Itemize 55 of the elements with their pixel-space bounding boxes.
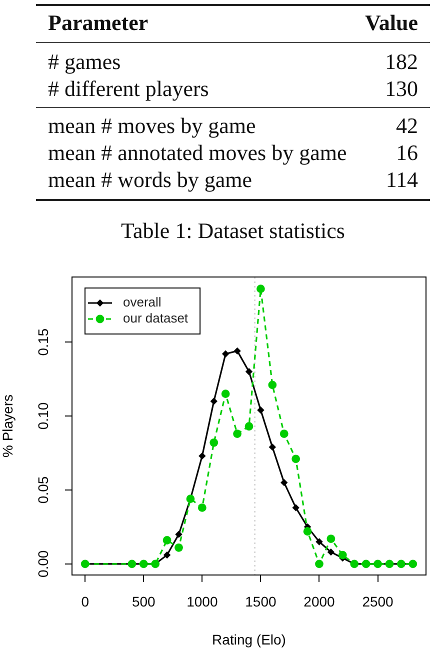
- category-label: # games: [48, 48, 121, 75]
- x-tick-label: 2000: [304, 593, 336, 610]
- point: [175, 530, 182, 538]
- point: [245, 368, 253, 376]
- data-label: 182: [385, 48, 418, 75]
- category-label: mean # annotated moves by game: [48, 139, 347, 166]
- category-label: mean # moves by game: [48, 112, 256, 139]
- x-tick-label: 1500: [245, 593, 276, 610]
- point: [210, 398, 218, 405]
- point: [233, 430, 242, 438]
- point: [280, 478, 288, 486]
- point: [327, 548, 335, 556]
- point: [244, 422, 254, 431]
- point: [210, 438, 218, 447]
- point: [292, 454, 300, 464]
- data-label: 42: [396, 112, 418, 139]
- x-tick-label: 2500: [362, 593, 394, 610]
- data-label: 114: [386, 166, 418, 193]
- y-tick-label: 0.05: [35, 476, 52, 504]
- point: [280, 430, 288, 438]
- point: [222, 350, 230, 358]
- text: Parameter: [48, 10, 148, 35]
- data-label: 130: [385, 75, 418, 102]
- category-label: mean # words by game: [48, 166, 252, 193]
- point: [162, 536, 172, 544]
- point: [268, 443, 276, 451]
- x-axis-title: Rating (Elo): [212, 631, 286, 648]
- point: [256, 284, 265, 294]
- category-label: # different players: [48, 75, 209, 102]
- caption: Table 1: Dataset statistics: [120, 217, 346, 244]
- y-axis-title: % Players: [0, 394, 16, 458]
- point: [257, 406, 264, 414]
- point: [268, 380, 277, 390]
- point: [338, 550, 347, 560]
- point: [303, 527, 312, 536]
- legend-label: overall: [123, 294, 162, 310]
- text: Value: [365, 10, 418, 35]
- y-tick-label: 0.15: [35, 328, 52, 356]
- point: [163, 551, 171, 559]
- point: [315, 560, 324, 568]
- point: [234, 347, 241, 355]
- point: [198, 452, 206, 460]
- x-tick-label: 0: [81, 593, 90, 610]
- point: [316, 538, 323, 546]
- point: [174, 543, 183, 552]
- legend-label: our dataset: [123, 310, 188, 326]
- point: [221, 390, 230, 398]
- x-tick-label: 500: [132, 593, 156, 610]
- point: [198, 504, 206, 512]
- x-tick-label: 1000: [186, 593, 218, 610]
- y-tick-label: 0.00: [35, 550, 52, 578]
- point: [326, 534, 336, 543]
- y-tick-label: 0.10: [35, 402, 52, 430]
- point: [292, 504, 300, 512]
- data-label: 16: [396, 139, 418, 166]
